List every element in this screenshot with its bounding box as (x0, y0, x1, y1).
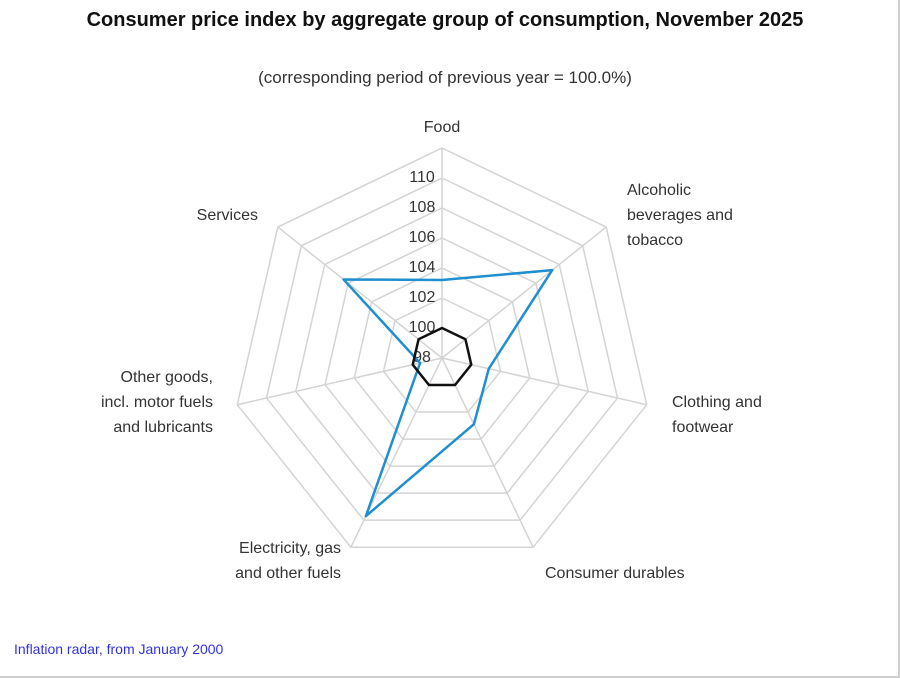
r-tick-label: 104 (409, 259, 436, 276)
r-tick-label: 106 (409, 229, 436, 246)
category-label: Clothing and footwear (672, 394, 762, 436)
category-label: Services (196, 207, 258, 224)
grid-ring (294, 207, 590, 494)
chart-subtitle: (corresponding period of previous year =… (258, 68, 632, 87)
axis-line (441, 357, 647, 406)
axis-line (237, 357, 443, 406)
category-label: Alcoholic beverages and tobacco (627, 182, 733, 249)
category-label: Consumer durables (545, 565, 685, 582)
category-label: Other goods, incl. motor fuels and lubri… (100, 369, 213, 436)
r-tick-label: 102 (409, 289, 436, 306)
r-tick-label: 108 (409, 199, 436, 216)
series-line (411, 326, 473, 387)
radar-outline (236, 147, 648, 548)
axis-line (441, 357, 534, 548)
r-tick-label: 110 (409, 169, 435, 186)
footer-link[interactable]: Inflation radar, from January 2000 (14, 641, 224, 657)
grid-ring (324, 237, 560, 467)
grid-ring (353, 267, 531, 440)
chart-title: Consumer price index by aggregate group … (86, 9, 804, 31)
r-tick-label: 100 (409, 319, 436, 336)
category-label: Food (423, 119, 461, 136)
grid-ring (265, 177, 619, 521)
category-label: Electricity, gas and other fuels (235, 540, 341, 582)
grid-ring (382, 297, 502, 413)
axis-line (277, 226, 443, 359)
axis-line (441, 226, 607, 359)
series-line (342, 268, 554, 518)
